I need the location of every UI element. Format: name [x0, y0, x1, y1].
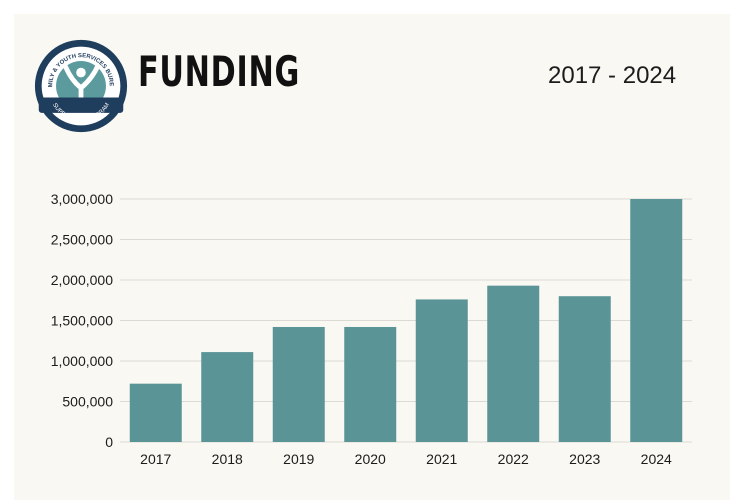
bar [129, 383, 182, 442]
x-tick-label: 2021 [426, 451, 457, 467]
x-tick-label: 2023 [569, 451, 600, 467]
x-tick-label: 2022 [498, 451, 529, 467]
fysb-logo: FAMILY & YOUTH SERVICES BUREAU SUPPORTED… [33, 38, 128, 133]
y-tick-label: 3,000,000 [51, 191, 113, 207]
y-tick-label: 1,500,000 [51, 313, 113, 329]
bar [344, 326, 397, 442]
bar [415, 299, 468, 442]
y-tick-label: 0 [105, 434, 113, 450]
bar [487, 285, 540, 442]
x-tick-label: 2024 [641, 451, 672, 467]
x-tick-label: 2019 [283, 451, 314, 467]
bar [558, 296, 611, 442]
bar [272, 326, 325, 442]
y-tick-label: 1,000,000 [51, 353, 113, 369]
bar [201, 352, 254, 442]
y-tick-label: 500,000 [62, 394, 113, 410]
x-tick-label: 2020 [355, 451, 386, 467]
x-tick-label: 2018 [212, 451, 243, 467]
y-tick-label: 2,000,000 [51, 272, 113, 288]
y-tick-label: 2,500,000 [51, 232, 113, 248]
bar [630, 199, 683, 442]
chart-title: FUNDING [138, 47, 301, 96]
x-tick-label: 2017 [140, 451, 171, 467]
year-range: 2017 - 2024 [548, 62, 677, 89]
